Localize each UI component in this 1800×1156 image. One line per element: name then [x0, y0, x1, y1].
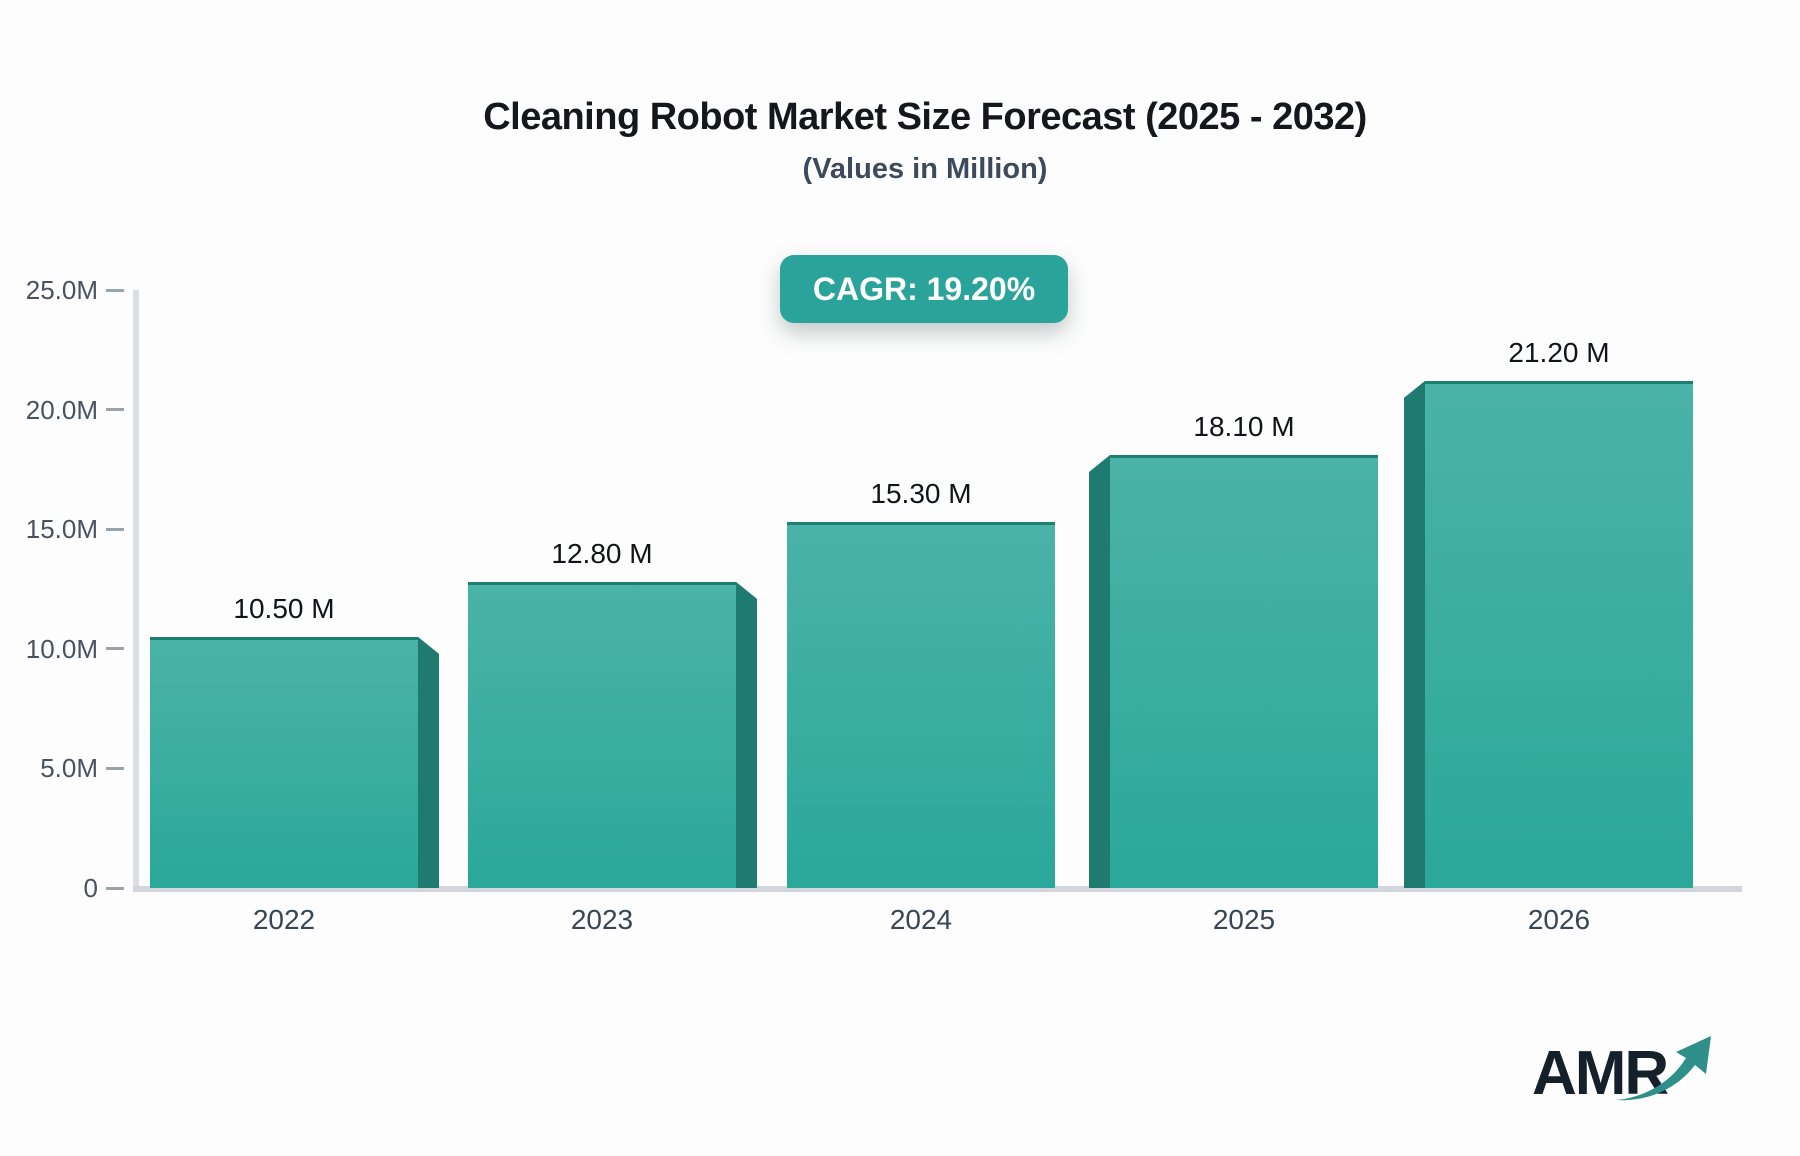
- bar-3d-side-2025: [1089, 455, 1110, 888]
- bar-value-label: 18.10 M: [1193, 411, 1295, 443]
- cagr-badge: CAGR: 19.20%: [780, 255, 1068, 323]
- y-axis-label: 5.0M: [40, 753, 98, 784]
- amr-logo: AMR: [1532, 1030, 1722, 1110]
- chart-subtitle: (Values in Million): [802, 153, 1048, 185]
- y-axis-tick: [106, 647, 124, 651]
- x-axis-label: 2022: [252, 904, 316, 935]
- y-axis-tick: [106, 408, 124, 412]
- bar-value-label: 12.80 M: [551, 537, 653, 569]
- y-axis-label: 0: [83, 873, 98, 903]
- growth-arrow-icon: [1614, 1032, 1714, 1109]
- bar-2022: [150, 636, 418, 888]
- y-axis-label: 25.0M: [25, 275, 98, 305]
- y-axis-line: [133, 290, 139, 892]
- bar-value-label: 15.30 M: [870, 478, 972, 510]
- chart-title: Cleaning Robot Market Size Forecast (202…: [483, 96, 1367, 138]
- bar-2026: [1425, 380, 1693, 888]
- chart-header: Cleaning Robot Market Size Forecast (202…: [0, 0, 1800, 186]
- cagr-badge-label: CAGR: 19.20%: [812, 270, 1036, 307]
- x-axis-label: 2025: [1212, 904, 1276, 935]
- y-axis-tick: [106, 527, 124, 531]
- bar-3d-side-2023: [736, 581, 757, 888]
- bar-2023: [468, 581, 736, 888]
- y-axis-tick: [106, 886, 124, 890]
- y-axis-label: 20.0M: [25, 394, 98, 425]
- y-axis-label: 15.0M: [25, 514, 98, 545]
- y-axis-tick: [106, 766, 124, 770]
- bar-value-label: 21.20 M: [1508, 336, 1610, 368]
- x-axis-label: 2024: [889, 904, 953, 935]
- y-axis-label: 10.0M: [25, 633, 98, 664]
- x-axis-label: 2026: [1527, 904, 1591, 935]
- bar-value-label: 10.50 M: [233, 592, 335, 624]
- bar-3d-side-2026: [1404, 380, 1425, 888]
- bar-3d-side-2022: [418, 636, 439, 888]
- bar-2025: [1110, 455, 1378, 888]
- y-axis-tick: [106, 288, 124, 292]
- x-axis-label: 2023: [570, 904, 634, 935]
- x-axis-line: [133, 886, 1742, 892]
- bar-2024: [787, 522, 1055, 888]
